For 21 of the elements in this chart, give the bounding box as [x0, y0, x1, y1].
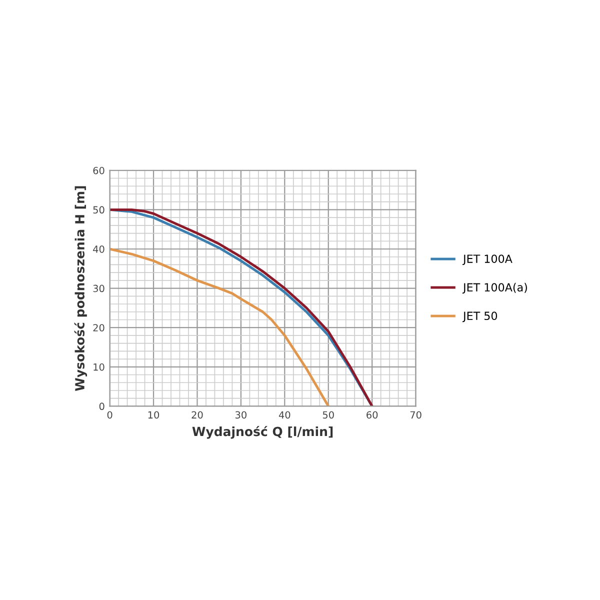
x-axis-title: Wydajność Q [l/min]	[192, 426, 333, 439]
x-tick-label: 20	[192, 411, 203, 419]
y-tick-label: 0	[99, 402, 104, 410]
y-tick-label: 40	[93, 245, 104, 253]
x-tick-label: 40	[278, 411, 290, 419]
y-tick-label: 50	[93, 206, 104, 214]
legend-label: JET 100A(a)	[462, 282, 527, 294]
x-tick-label: 70	[410, 411, 422, 419]
legend-label: JET 50	[462, 312, 498, 322]
x-tick-label: 50	[322, 411, 334, 419]
x-tick-label: 10	[148, 411, 160, 419]
x-tick-label: 30	[236, 411, 246, 419]
y-tick-label: 60	[93, 166, 104, 174]
x-tick-label: 0	[107, 411, 112, 419]
y-axis-title: Wysokość podnoszenia H [m]	[74, 186, 88, 391]
y-tick-label: 20	[93, 324, 104, 332]
y-tick-label: 30	[93, 284, 104, 292]
legend-label: JET 100A	[462, 254, 512, 266]
y-tick-label: 10	[94, 363, 104, 371]
x-tick-label: 60	[366, 411, 378, 419]
line-series	[110, 248, 330, 406]
